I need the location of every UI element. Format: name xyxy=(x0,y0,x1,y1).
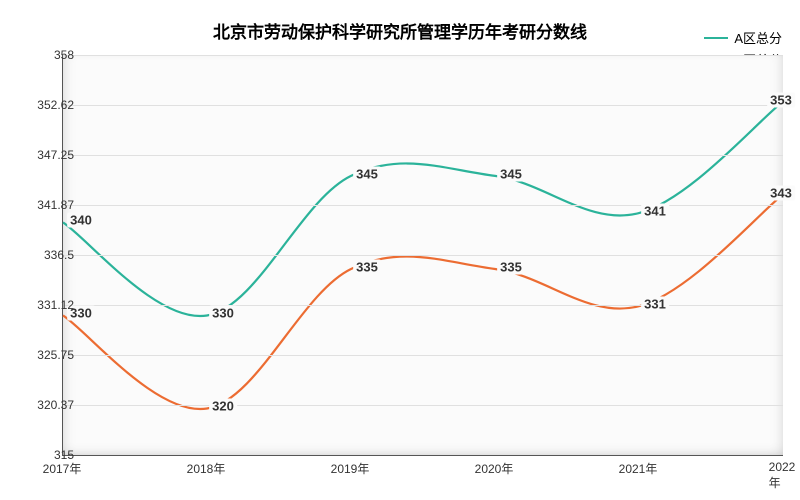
y-tick-label: 320.37 xyxy=(37,398,74,412)
chart-title: 北京市劳动保护科学研究所管理学历年考研分数线 xyxy=(213,18,587,43)
plot-area: 340330345345341353330320335335331343 xyxy=(62,55,783,456)
data-label: 341 xyxy=(641,204,669,219)
chart-container: 北京市劳动保护科学研究所管理学历年考研分数线 A区总分 B区总分 3403303… xyxy=(0,0,800,500)
series-line xyxy=(63,195,783,410)
data-label: 343 xyxy=(767,185,795,200)
data-label: 345 xyxy=(353,166,381,181)
data-label: 330 xyxy=(209,306,237,321)
series-line xyxy=(63,102,783,317)
y-tick-label: 336.5 xyxy=(44,248,74,262)
data-label: 353 xyxy=(767,92,795,107)
x-tick-label: 2017年 xyxy=(43,460,82,477)
y-tick-label: 325.75 xyxy=(37,348,74,362)
legend-item-a: A区总分 xyxy=(704,28,782,47)
data-label: 335 xyxy=(497,259,525,274)
x-tick-label: 2021年 xyxy=(619,460,658,477)
x-tick-label: 2022年 xyxy=(769,460,796,491)
data-label: 331 xyxy=(641,297,669,312)
x-tick-label: 2019年 xyxy=(331,460,370,477)
y-tick-label: 352.62 xyxy=(37,98,74,112)
data-label: 320 xyxy=(209,399,237,414)
y-tick-label: 341.87 xyxy=(37,198,74,212)
legend-label-a: A区总分 xyxy=(734,28,782,47)
data-label: 335 xyxy=(353,259,381,274)
y-tick-label: 347.25 xyxy=(37,148,74,162)
x-tick-label: 2018年 xyxy=(187,460,226,477)
x-tick-label: 2020年 xyxy=(475,460,514,477)
data-label: 345 xyxy=(497,166,525,181)
data-label: 340 xyxy=(67,213,95,228)
legend-swatch-a xyxy=(704,37,728,39)
y-tick-label: 331.12 xyxy=(37,298,74,312)
y-tick-label: 358 xyxy=(54,48,74,62)
